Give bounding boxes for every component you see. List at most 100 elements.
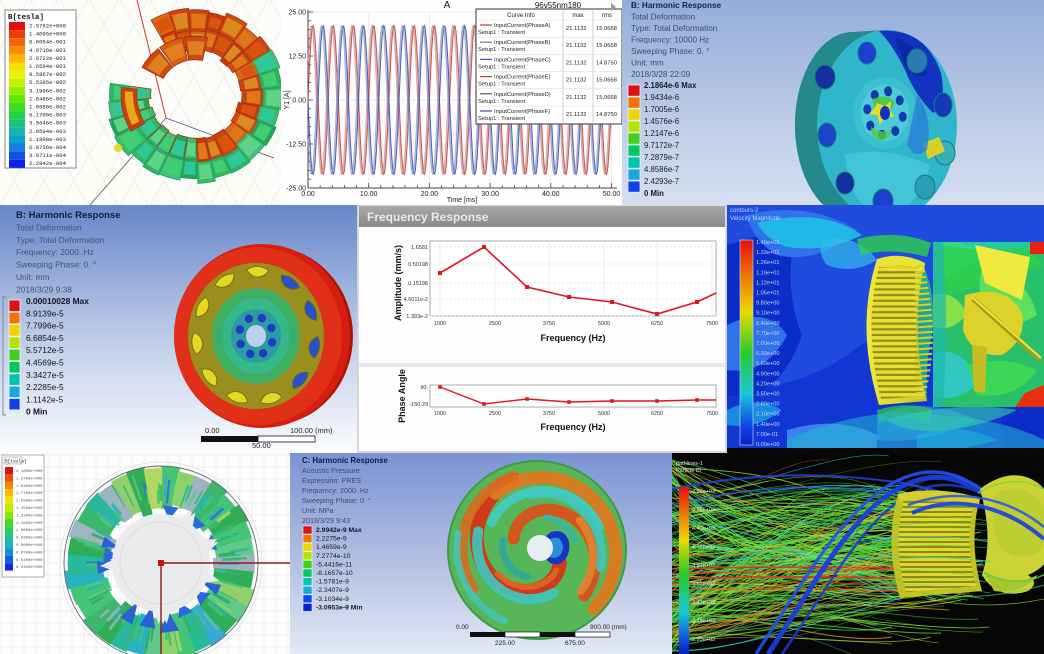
svg-text:2.2275e-9: 2.2275e-9 — [316, 536, 347, 543]
svg-text:2018/3/28 22:09: 2018/3/28 22:09 — [631, 70, 691, 79]
svg-text:Frequency: 2000. Hz: Frequency: 2000. Hz — [302, 486, 369, 495]
svg-text:Setup1 : Transient: Setup1 : Transient — [478, 47, 525, 53]
svg-text:15.0668: 15.0668 — [596, 26, 617, 32]
svg-text:Frequency (Hz): Frequency (Hz) — [540, 333, 605, 343]
svg-text:1.33e+01: 1.33e+01 — [756, 250, 780, 256]
svg-text:-150.29: -150.29 — [409, 402, 428, 408]
svg-text:3.3427e-5: 3.3427e-5 — [26, 370, 64, 380]
svg-text:1.1142e-5: 1.1142e-5 — [26, 394, 63, 404]
svg-text:Setup1 : Transient: Setup1 : Transient — [478, 99, 525, 105]
svg-text:Acoustic Pressure: Acoustic Pressure — [302, 466, 360, 475]
svg-text:Frequency: 10000 Hz: Frequency: 10000 Hz — [631, 36, 709, 45]
svg-text:2018/3/29 9:38: 2018/3/29 9:38 — [16, 284, 72, 294]
svg-text:14.8750: 14.8750 — [596, 60, 617, 66]
svg-text:0.8000e+000: 0.8000e+000 — [16, 544, 43, 548]
svg-text:4.8586e-7: 4.8586e-7 — [644, 165, 679, 174]
svg-text:-3.0953e-9 Min: -3.0953e-9 Min — [316, 604, 362, 611]
svg-text:4.6011e-2: 4.6011e-2 — [404, 297, 428, 303]
svg-text:1.1898e-003: 1.1898e-003 — [29, 136, 66, 143]
svg-text:Unit: mm: Unit: mm — [16, 272, 50, 282]
svg-text:Particle ID: Particle ID — [676, 468, 701, 474]
svg-text:3.9711e-004: 3.9711e-004 — [29, 152, 67, 159]
svg-text:90.: 90. — [420, 385, 428, 391]
svg-text:21.1132: 21.1132 — [566, 60, 587, 66]
svg-text:225.00: 225.00 — [495, 640, 515, 647]
svg-text:2.1000e+000: 2.1000e+000 — [16, 470, 43, 474]
svg-text:Setup1 : Transient: Setup1 : Transient — [478, 116, 525, 122]
svg-text:0.00: 0.00 — [292, 98, 306, 105]
svg-text:B[tesla]: B[tesla] — [5, 459, 27, 465]
svg-text:900.00 (mm): 900.00 (mm) — [590, 624, 627, 631]
svg-text:3.50e+00: 3.50e+00 — [756, 392, 780, 398]
svg-text:21.1132: 21.1132 — [566, 43, 587, 49]
svg-text:8.40e+00: 8.40e+00 — [756, 321, 780, 327]
svg-text:C: Harmonic Response: C: Harmonic Response — [302, 456, 388, 465]
svg-text:6.6854e-5: 6.6854e-5 — [26, 333, 64, 343]
svg-text:21.1132: 21.1132 — [566, 78, 587, 84]
svg-text:1000: 1000 — [434, 321, 446, 327]
svg-text:1.2147e-6: 1.2147e-6 — [644, 129, 679, 138]
svg-text:21.1132: 21.1132 — [566, 112, 587, 118]
svg-text:InputCurrent(PhaseE): InputCurrent(PhaseE) — [494, 75, 550, 81]
svg-text:6250: 6250 — [651, 321, 663, 327]
svg-text:2.2942e-004: 2.2942e-004 — [29, 160, 67, 167]
svg-text:8.9139e-5: 8.9139e-5 — [26, 308, 64, 318]
svg-text:2.4293e-7: 2.4293e-7 — [644, 177, 679, 186]
svg-text:6.8736e-004: 6.8736e-004 — [29, 144, 67, 151]
svg-text:1.4500e+000: 1.4500e+000 — [16, 507, 43, 511]
svg-text:A: A — [444, 0, 451, 11]
svg-text:1000: 1000 — [434, 411, 446, 417]
svg-text:Frequency Response: Frequency Response — [367, 210, 489, 224]
svg-text:7500: 7500 — [706, 411, 718, 417]
svg-text:1.1900e+000: 1.1900e+000 — [16, 522, 43, 526]
svg-text:Time [ms]: Time [ms] — [447, 197, 478, 204]
svg-text:Setup1 : Transient: Setup1 : Transient — [478, 64, 525, 70]
svg-text:InputCurrent(PhaseB): InputCurrent(PhaseB) — [494, 40, 550, 46]
svg-text:1.40e+01: 1.40e+01 — [756, 240, 780, 246]
svg-text:InputCurrent(PhaseC): InputCurrent(PhaseC) — [494, 57, 551, 63]
svg-text:3750: 3750 — [543, 321, 555, 327]
svg-text:Unit: MPa: Unit: MPa — [302, 506, 334, 515]
svg-text:1.40e+00: 1.40e+00 — [756, 422, 780, 428]
svg-text:Type: Total Deformation: Type: Total Deformation — [631, 24, 718, 33]
svg-text:4.9716e-001: 4.9716e-001 — [29, 47, 67, 54]
svg-text:0.00: 0.00 — [205, 426, 220, 435]
svg-text:0.00: 0.00 — [456, 624, 469, 631]
svg-text:3.5646e-003: 3.5646e-003 — [29, 120, 66, 127]
svg-text:Velocity Magnitude: Velocity Magnitude — [730, 216, 781, 222]
svg-text:2.5762e+000: 2.5762e+000 — [29, 23, 67, 30]
svg-text:rms: rms — [602, 13, 612, 19]
svg-text:2.1864e-6 Max: 2.1864e-6 Max — [644, 81, 697, 90]
svg-text:9.5867e-002: 9.5867e-002 — [29, 71, 66, 78]
svg-text:30.00: 30.00 — [481, 191, 499, 198]
svg-text:Frequency: 2000. Hz: Frequency: 2000. Hz — [16, 247, 94, 257]
svg-text:1.4659e-9: 1.4659e-9 — [316, 544, 347, 551]
svg-text:4.4569e-5: 4.4569e-5 — [26, 358, 64, 368]
svg-text:5000: 5000 — [598, 321, 610, 327]
svg-text:pathlines-1: pathlines-1 — [676, 461, 703, 467]
svg-text:1.26e+01: 1.26e+01 — [756, 260, 780, 266]
svg-text:9.10e+00: 9.10e+00 — [756, 311, 780, 317]
svg-text:675.00: 675.00 — [565, 640, 585, 647]
svg-text:Phase Angle: Phase Angle — [397, 369, 407, 423]
svg-text:4.90e+00: 4.90e+00 — [756, 371, 780, 377]
svg-text:3.67e+03: 3.67e+03 — [692, 582, 715, 588]
svg-text:0.6700e+000: 0.6700e+000 — [16, 551, 43, 555]
svg-text:B[tesla]: B[tesla] — [8, 14, 44, 22]
svg-text:Frequency (Hz): Frequency (Hz) — [540, 422, 605, 432]
svg-text:contours-2: contours-2 — [730, 208, 759, 214]
svg-text:0.00: 0.00 — [301, 191, 315, 198]
svg-text:-1.5781e-9: -1.5781e-9 — [316, 579, 349, 586]
svg-text:2500: 2500 — [489, 411, 501, 417]
svg-text:0.15198: 0.15198 — [408, 281, 428, 287]
svg-text:1.12e+01: 1.12e+01 — [756, 280, 780, 286]
svg-text:2018/3/29 9:43: 2018/3/29 9:43 — [302, 516, 350, 525]
svg-text:max: max — [572, 13, 583, 19]
svg-text:Curve Info: Curve Info — [507, 13, 535, 19]
svg-text:15.0668: 15.0668 — [596, 78, 617, 84]
svg-text:3.91e+03: 3.91e+03 — [692, 563, 715, 569]
svg-text:Sweeping Phase: 0. °: Sweeping Phase: 0. ° — [302, 496, 371, 505]
svg-text:2.80e+00: 2.80e+00 — [756, 402, 780, 408]
svg-text:-12.50: -12.50 — [286, 142, 306, 149]
svg-text:Setup1 : Transient: Setup1 : Transient — [478, 82, 525, 88]
